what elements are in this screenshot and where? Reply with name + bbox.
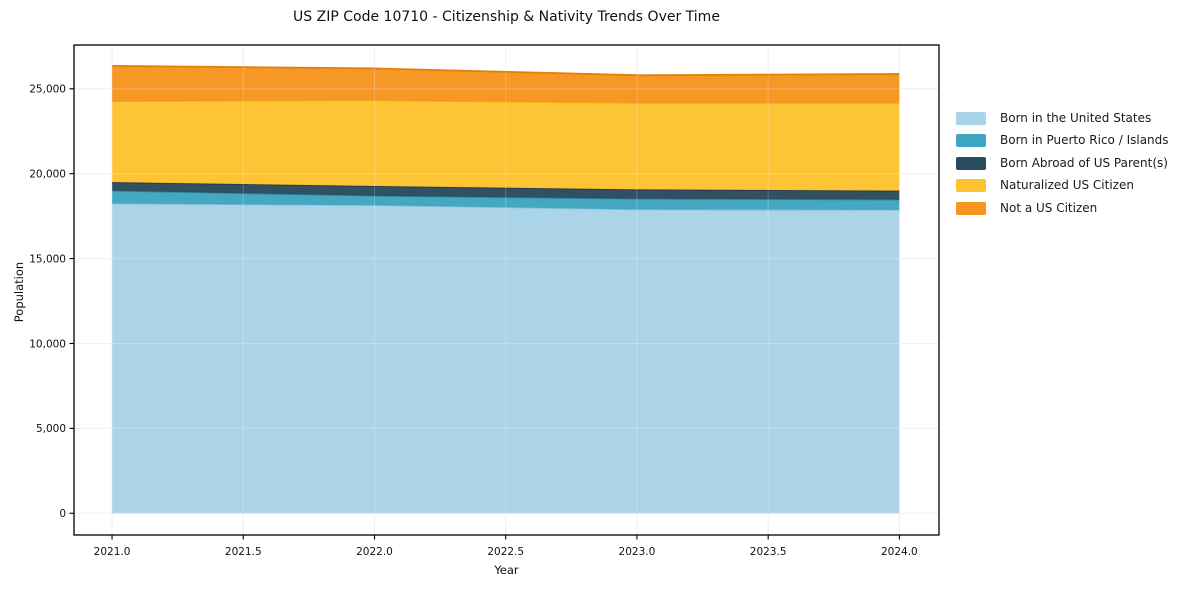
legend: Born in the United States Born in Puerto … bbox=[956, 107, 1169, 220]
x-tick-label: 2023.5 bbox=[750, 546, 787, 558]
legend-label: Born in Puerto Rico / Islands bbox=[1000, 133, 1169, 148]
y-tick-label: 25,000 bbox=[29, 84, 66, 96]
legend-item-born-abroad-of-us-parent-s: Born Abroad of US Parent(s) bbox=[956, 152, 1169, 175]
legend-item-born-in-puerto-rico-islands: Born in Puerto Rico / Islands bbox=[956, 130, 1169, 153]
x-tick-label: 2021.5 bbox=[225, 546, 262, 558]
x-tick-label: 2022.5 bbox=[487, 546, 524, 558]
legend-label: Naturalized US Citizen bbox=[1000, 178, 1134, 193]
legend-item-not-a-us-citizen: Not a US Citizen bbox=[956, 197, 1169, 220]
x-axis-title: Year bbox=[494, 563, 519, 577]
plot-frame bbox=[73, 44, 940, 536]
areas bbox=[112, 64, 900, 514]
chart-title: US ZIP Code 10710 - Citizenship & Nativi… bbox=[293, 9, 720, 25]
area-edge-not-a-us-citizen bbox=[112, 64, 900, 77]
area-born-abroad-of-us-parent-s bbox=[112, 182, 900, 200]
area-naturalized-us-citizen bbox=[112, 100, 900, 191]
x-tick-label: 2024.0 bbox=[881, 546, 918, 558]
y-tick-label: 0 bbox=[59, 508, 66, 520]
y-tick-label: 20,000 bbox=[29, 168, 66, 180]
legend-swatch-icon bbox=[956, 111, 986, 125]
legend-label: Born Abroad of US Parent(s) bbox=[1000, 155, 1168, 170]
legend-swatch-icon bbox=[956, 134, 986, 148]
legend-swatch-icon bbox=[956, 201, 986, 215]
y-tick-label: 5,000 bbox=[36, 423, 66, 435]
area-born-in-the-united-states bbox=[112, 203, 900, 514]
legend-label: Not a US Citizen bbox=[1000, 200, 1098, 215]
legend-swatch-icon bbox=[956, 179, 986, 193]
legend-item-naturalized-us-citizen: Naturalized US Citizen bbox=[956, 175, 1169, 198]
x-tick-label: 2021.0 bbox=[94, 546, 131, 558]
legend-item-born-in-the-united-states: Born in the United States bbox=[956, 107, 1169, 130]
y-tick-label: 15,000 bbox=[29, 253, 66, 265]
area-born-in-puerto-rico-islands bbox=[112, 190, 900, 210]
gridlines-front bbox=[74, 45, 939, 535]
y-tick-label: 10,000 bbox=[29, 338, 66, 350]
ticks: 2021.0 2021.5 2022.0 2022.5 2023.0 2023.5 2024… bbox=[29, 84, 917, 558]
x-tick-label: 2022.0 bbox=[356, 546, 393, 558]
x-tick-label: 2023.0 bbox=[619, 546, 656, 558]
legend-swatch-icon bbox=[956, 156, 986, 170]
legend-label: Born in the United States bbox=[1000, 110, 1152, 125]
